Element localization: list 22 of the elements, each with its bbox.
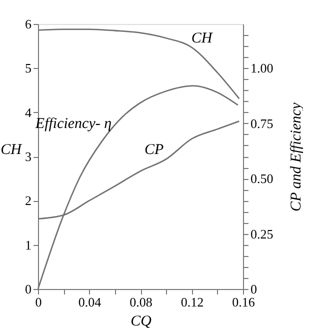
x-tick-label: 0.04 xyxy=(78,294,102,310)
x-axis-title: CQ xyxy=(130,314,152,328)
y2-tick-label: 0.50 xyxy=(250,171,274,186)
y-tick-label: 0 xyxy=(25,282,32,296)
series-label: Efficiency- η xyxy=(34,116,112,132)
x-tick-label: 0.08 xyxy=(130,294,152,310)
y-tick-label: 5 xyxy=(25,60,32,76)
x-tick-label: 0.16 xyxy=(232,294,256,310)
y-tick-label: 3 xyxy=(25,149,32,164)
y2-tick-label: 0 xyxy=(250,282,257,296)
y2-tick-label: 1.00 xyxy=(250,60,274,76)
x-tick-label: 0.12 xyxy=(180,294,204,310)
y2-tick-label: 0.75 xyxy=(250,116,274,131)
y-axis-title: CH xyxy=(0,142,23,158)
x-tick-label: 0 xyxy=(35,294,42,310)
y-tick-label: 2 xyxy=(25,193,32,208)
y-tick-label: 4 xyxy=(25,104,32,120)
y-tick-label: 6 xyxy=(25,16,32,32)
y-tick-label: 1 xyxy=(25,237,32,252)
series-label: CP xyxy=(144,142,164,158)
y2-tick-label: 0.25 xyxy=(250,226,274,242)
series-label: CH xyxy=(191,30,214,46)
